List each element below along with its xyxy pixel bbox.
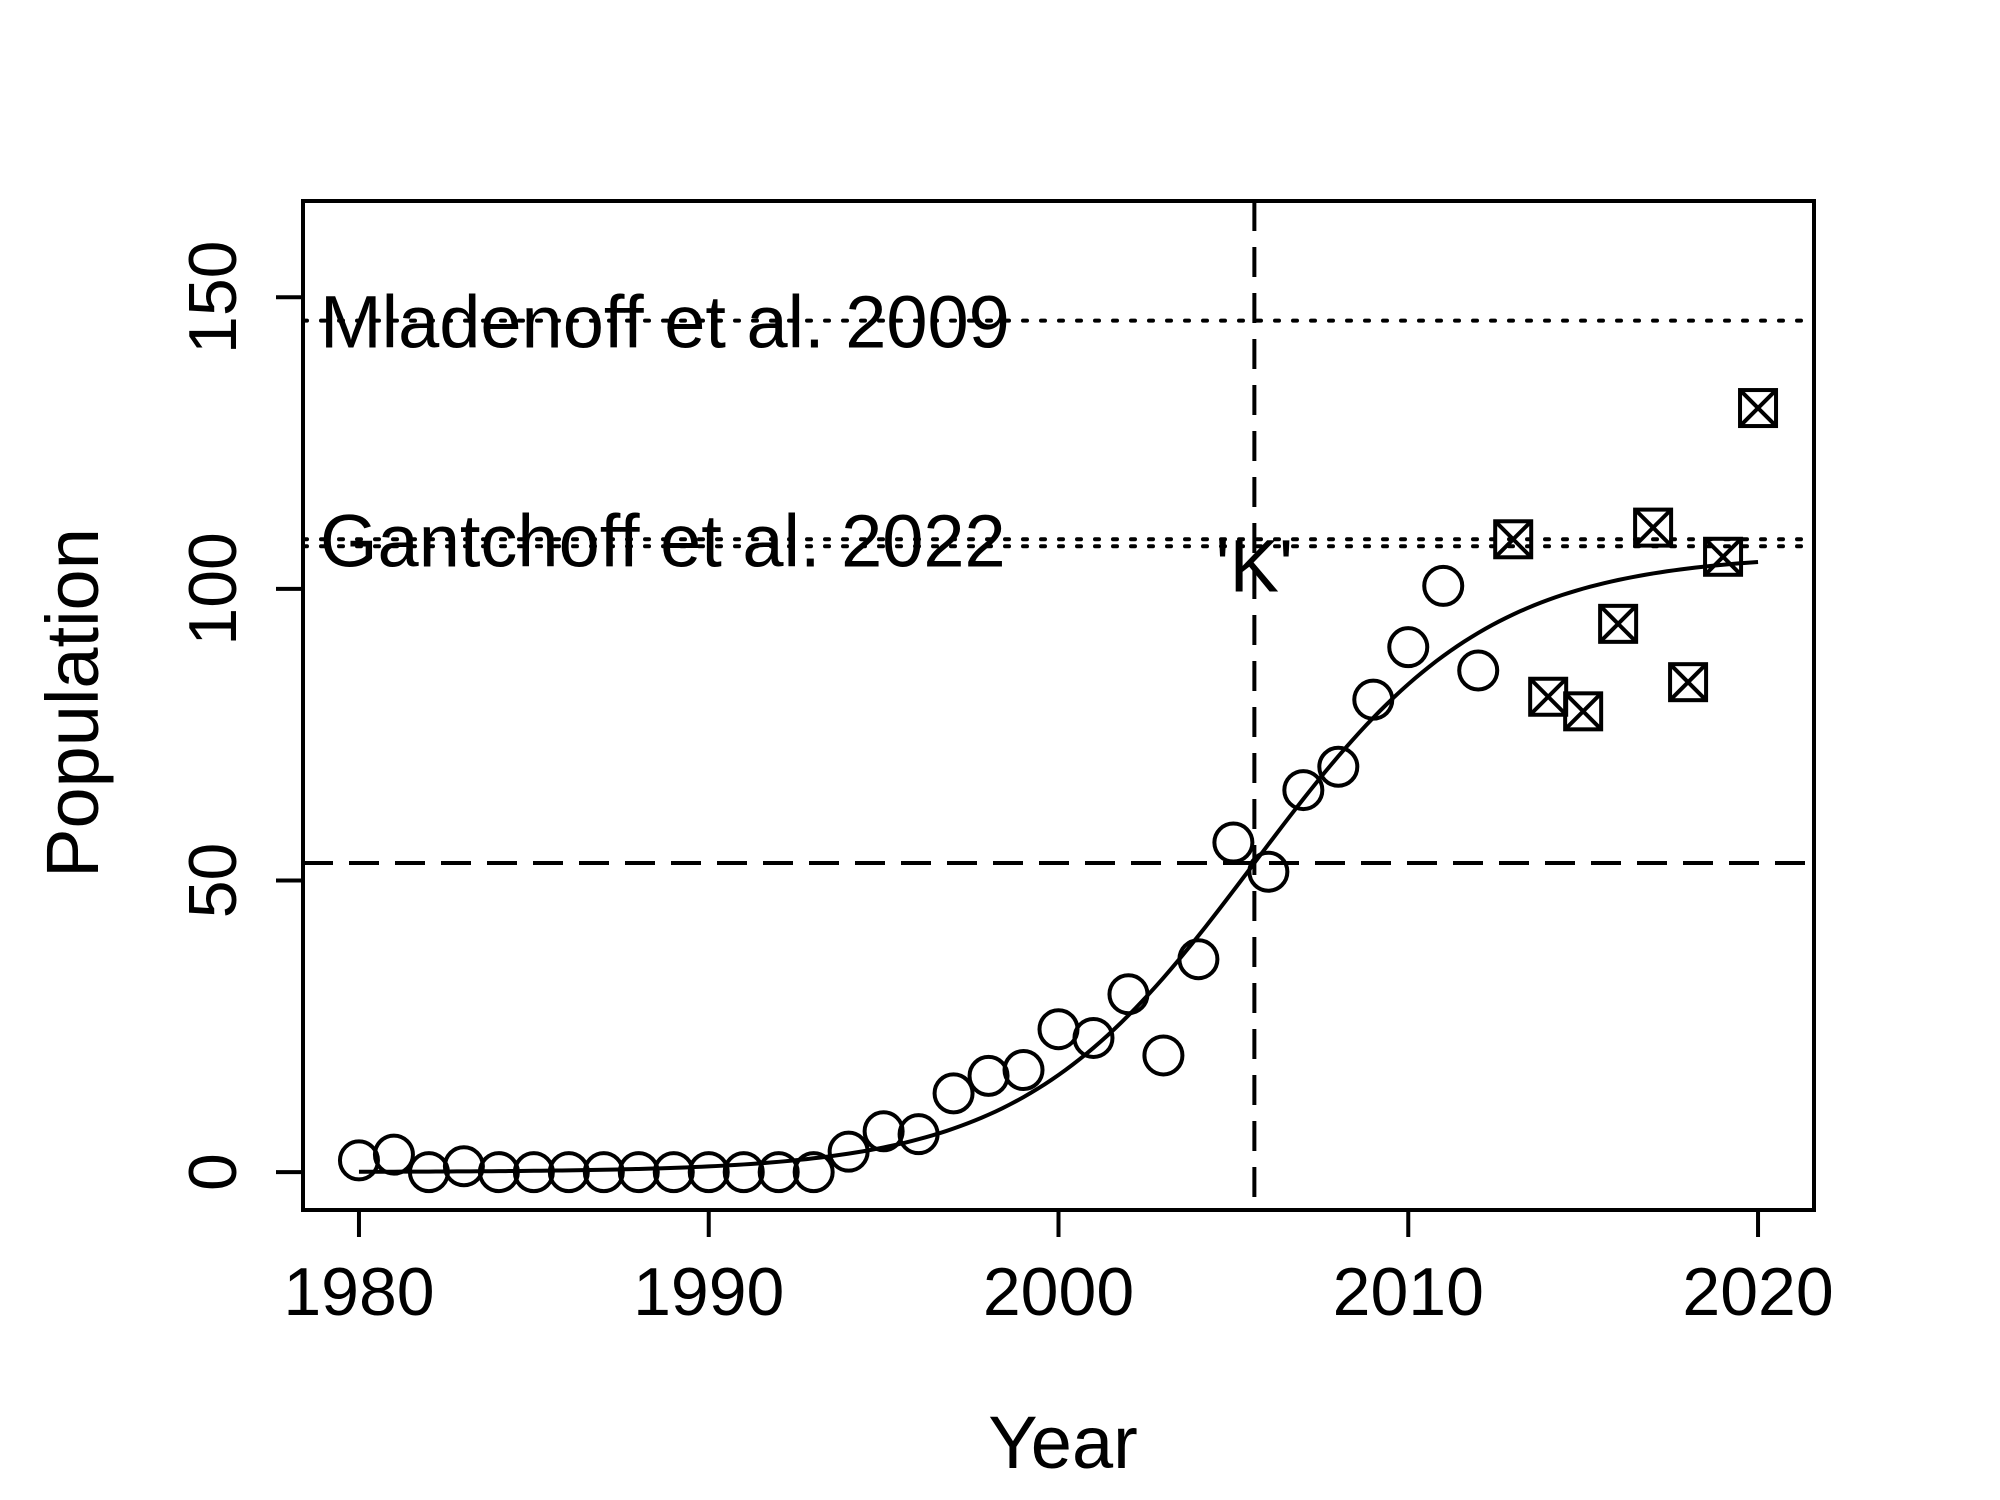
data-point-boxed-x: [1738, 388, 1779, 429]
data-point-circle: [407, 1151, 450, 1194]
data-point-boxed-x: [1563, 691, 1604, 732]
y-tick-label: 0: [175, 1153, 251, 1191]
boxed-x-cross-b: [1703, 537, 1743, 577]
data-point-boxed-x: [1668, 662, 1709, 703]
data-point-circle: [757, 1151, 800, 1194]
data-point-circle: [827, 1130, 870, 1173]
boxed-x-cross-b: [1528, 677, 1568, 717]
boxed-x-cross-b: [1598, 604, 1638, 644]
data-point-circle: [1072, 1016, 1115, 1059]
data-point-circle: [792, 1151, 835, 1194]
y-axis-title: Population: [31, 528, 114, 878]
x-tick-label: 2000: [983, 1254, 1134, 1330]
reference-label-1: Gantchoff et al. 2022: [320, 499, 1006, 582]
data-point-circle: [477, 1151, 520, 1194]
boxed-x-box: [1668, 662, 1709, 703]
reference-label-0: Mladenoff et al. 2009: [320, 281, 1010, 364]
data-point-circle: [722, 1151, 765, 1194]
boxed-x-box: [1493, 519, 1534, 560]
data-point-circle: [547, 1151, 590, 1194]
k-label: 'K': [1216, 525, 1294, 608]
x-tick-label: 2020: [1682, 1254, 1833, 1330]
boxed-x-box: [1633, 507, 1674, 548]
data-point-circle: [1422, 564, 1465, 607]
boxed-x-box: [1598, 603, 1639, 644]
data-point-circle: [652, 1151, 695, 1194]
x-axis-title: Year: [988, 1401, 1138, 1484]
data-point-circle: [1142, 1034, 1185, 1077]
boxed-x-cross-b: [1493, 519, 1533, 559]
data-point-circle: [1247, 850, 1290, 893]
x-tick-label: 1980: [283, 1254, 434, 1330]
data-point-circle: [442, 1145, 485, 1188]
data-point-boxed-x: [1598, 603, 1639, 644]
x-tick-label: 2010: [1333, 1254, 1484, 1330]
data-point-circle: [372, 1133, 415, 1176]
data-point-circle: [617, 1151, 660, 1194]
data-point-circle: [337, 1139, 380, 1182]
boxed-x-cross-b: [1563, 691, 1603, 731]
data-point-circle: [687, 1151, 730, 1194]
data-point-circle: [1002, 1049, 1045, 1092]
data-point-circle: [932, 1072, 975, 1115]
reference-lines: [301, 201, 1816, 1210]
data-point-boxed-x: [1703, 536, 1744, 577]
boxed-x-cross-b: [1738, 388, 1778, 428]
data-point-circle: [1352, 678, 1395, 721]
data-point-circle: [1177, 938, 1220, 981]
data-point-circle: [897, 1113, 940, 1156]
points-layer: [337, 388, 1779, 1194]
data-point-circle: [1282, 769, 1325, 812]
boxed-x-box: [1703, 536, 1744, 577]
curve-layer: [358, 559, 1759, 1174]
logistic-fit-curve: [358, 559, 1759, 1174]
boxed-x-cross-b: [1668, 662, 1708, 702]
y-tick-label: 100: [175, 532, 251, 645]
data-point-circle: [1317, 745, 1360, 788]
boxed-x-box: [1563, 691, 1604, 732]
data-point-circle: [1212, 821, 1255, 864]
axes-layer: [276, 199, 1816, 1237]
y-tick-label: 50: [175, 843, 251, 919]
data-point-circle: [967, 1054, 1010, 1097]
data-point-circle: [1457, 649, 1500, 692]
x-tick-label: 1990: [633, 1254, 784, 1330]
boxed-x-box: [1738, 388, 1779, 429]
data-point-circle: [862, 1110, 905, 1153]
data-point-circle: [512, 1151, 555, 1194]
data-point-boxed-x: [1493, 519, 1534, 560]
y-tick-label: 150: [175, 240, 251, 353]
data-point-circle: [1107, 973, 1150, 1016]
data-point-circle: [582, 1151, 625, 1194]
labels-layer: 1980 1990 2000 2010 2020 0 50 100 150 Mladenoff e…: [175, 240, 1834, 1330]
data-point-boxed-x: [1633, 507, 1674, 548]
boxed-x-cross-b: [1633, 508, 1673, 548]
data-point-circle: [1387, 626, 1430, 669]
